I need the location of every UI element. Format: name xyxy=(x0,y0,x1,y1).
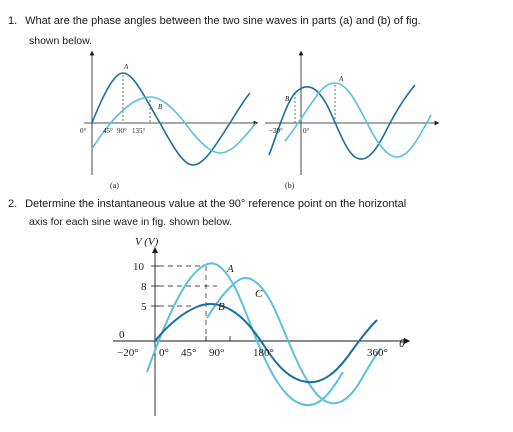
figure-b-tick-neg30: −30° xyxy=(269,127,283,135)
question-1: 1. What are the phase angles between the… xyxy=(8,14,508,47)
figure-a-label-a: A xyxy=(123,63,129,71)
question-2-text-cont: axis for each sine wave in fig. shown be… xyxy=(29,216,233,228)
figure-a-tick-0: 0° xyxy=(80,127,87,135)
figure-2-label-a: A xyxy=(226,263,234,275)
figure-2-label-b: B xyxy=(218,301,225,313)
figure-a-tick-45: 45° xyxy=(103,127,113,135)
question-2: 2. Determine the instantaneous value at … xyxy=(8,197,508,228)
figure-b: B A −30° 0° (b) xyxy=(265,50,440,190)
figure-b-label-a: A xyxy=(338,75,344,83)
figure-2-origin: 0 xyxy=(119,329,125,341)
figure-2-label-c: C xyxy=(255,288,263,300)
question-2-text: Determine the instantaneous value at the… xyxy=(25,198,407,210)
figure-a-label-b: B xyxy=(158,103,163,111)
figure-2: V (V) 10 8 5 0 A B C −20° 0° 45° 90° 180… xyxy=(113,236,411,416)
figure-2-x-label-neg20: −20° xyxy=(117,347,139,359)
figure-2-x-label-360: 360° xyxy=(367,347,388,359)
figure-2-y-axis-title: V (V) xyxy=(135,236,159,248)
question-1-text: What are the phase angles between the tw… xyxy=(25,15,421,27)
question-2-number: 2. xyxy=(8,198,18,210)
figure-b-tick-0: 0° xyxy=(303,127,310,135)
figure-2-x-label-0: 0° xyxy=(159,347,169,359)
figure-a-tick-135: 135° xyxy=(132,127,146,135)
figure-b-wave-b xyxy=(268,84,416,160)
question-1-number: 1. xyxy=(8,15,18,27)
figure-a-wave-b xyxy=(91,96,257,154)
figure-2-wave-a xyxy=(146,262,344,407)
figure-b-wave-a xyxy=(284,82,432,158)
figure-2-y-label-5: 5 xyxy=(141,301,147,313)
figure-2-wave-b xyxy=(154,302,378,384)
figure-a: A B 0° 45° 90° 135° (a) xyxy=(80,50,259,190)
figure-2-theta: θ xyxy=(399,336,405,350)
figure-2-wave-c xyxy=(206,277,382,405)
figure-a-wave-a xyxy=(91,72,251,166)
figure-b-label-b: B xyxy=(285,95,290,103)
figure-a-caption: (a) xyxy=(110,181,119,190)
figure-2-x-label-45: 45° xyxy=(181,347,196,359)
figure-2-x-label-180: 180° xyxy=(253,347,274,359)
figure-b-caption: (b) xyxy=(285,181,295,190)
figure-2-y-label-8: 8 xyxy=(141,281,147,293)
question-1-text-cont: shown below. xyxy=(29,35,93,47)
figure-2-y-label-10: 10 xyxy=(133,261,145,273)
figure-2-x-label-90: 90° xyxy=(209,347,224,359)
figure-a-tick-90: 90° xyxy=(117,127,127,135)
